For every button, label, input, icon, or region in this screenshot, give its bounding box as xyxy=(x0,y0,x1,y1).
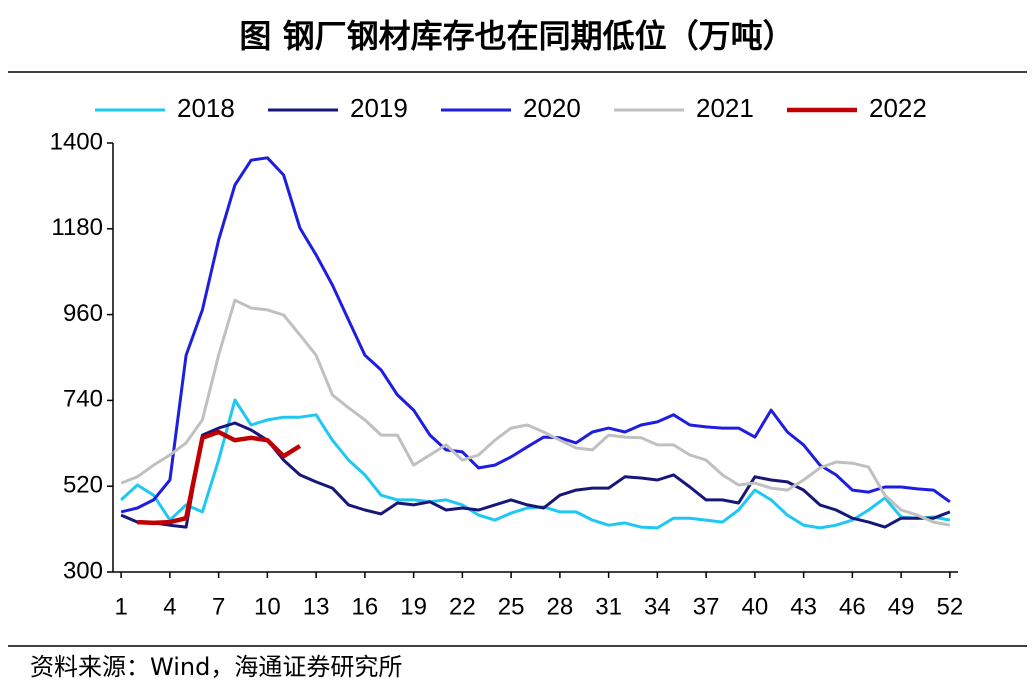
x-tick-label: 10 xyxy=(254,593,281,620)
source-note: 资料来源：Wind，海通证券研究所 xyxy=(30,653,402,681)
x-tick-label: 49 xyxy=(888,593,915,620)
x-tick-label: 31 xyxy=(595,593,622,620)
legend-label: 2019 xyxy=(350,93,408,123)
x-tick-label: 1 xyxy=(114,593,127,620)
x-tick-label: 22 xyxy=(449,593,476,620)
series-line xyxy=(120,421,951,529)
y-tick-label: 740 xyxy=(63,386,103,413)
x-tick-label: 43 xyxy=(790,593,817,620)
x-tick-label: 13 xyxy=(303,593,330,620)
y-tick-label: 960 xyxy=(63,300,103,327)
legend-label: 2020 xyxy=(523,93,581,123)
x-tick-label: 7 xyxy=(212,593,225,620)
series-line xyxy=(120,156,951,514)
x-tick-label: 4 xyxy=(163,593,176,620)
x-tick-label: 19 xyxy=(400,593,427,620)
series-line xyxy=(120,398,951,530)
y-tick-label: 1180 xyxy=(51,214,103,241)
legend-label: 2018 xyxy=(177,93,235,123)
x-tick-label: 16 xyxy=(352,593,379,620)
legend-label: 2021 xyxy=(696,93,754,123)
x-tick-label: 37 xyxy=(693,593,720,620)
y-tick-label: 1400 xyxy=(50,128,103,155)
chart-title: 图 钢厂钢材库存也在同期低位（万吨） xyxy=(239,17,794,55)
x-tick-label: 52 xyxy=(937,593,964,620)
series-line xyxy=(120,298,951,527)
y-tick-label: 520 xyxy=(63,472,103,499)
y-tick-label: 300 xyxy=(63,557,103,584)
x-tick-label: 34 xyxy=(644,593,671,620)
x-tick-label: 25 xyxy=(498,593,525,620)
x-tick-label: 28 xyxy=(547,593,574,620)
series-line xyxy=(137,429,302,526)
legend-label: 2022 xyxy=(869,93,927,123)
x-tick-label: 40 xyxy=(742,593,769,620)
x-tick-label: 46 xyxy=(839,593,866,620)
